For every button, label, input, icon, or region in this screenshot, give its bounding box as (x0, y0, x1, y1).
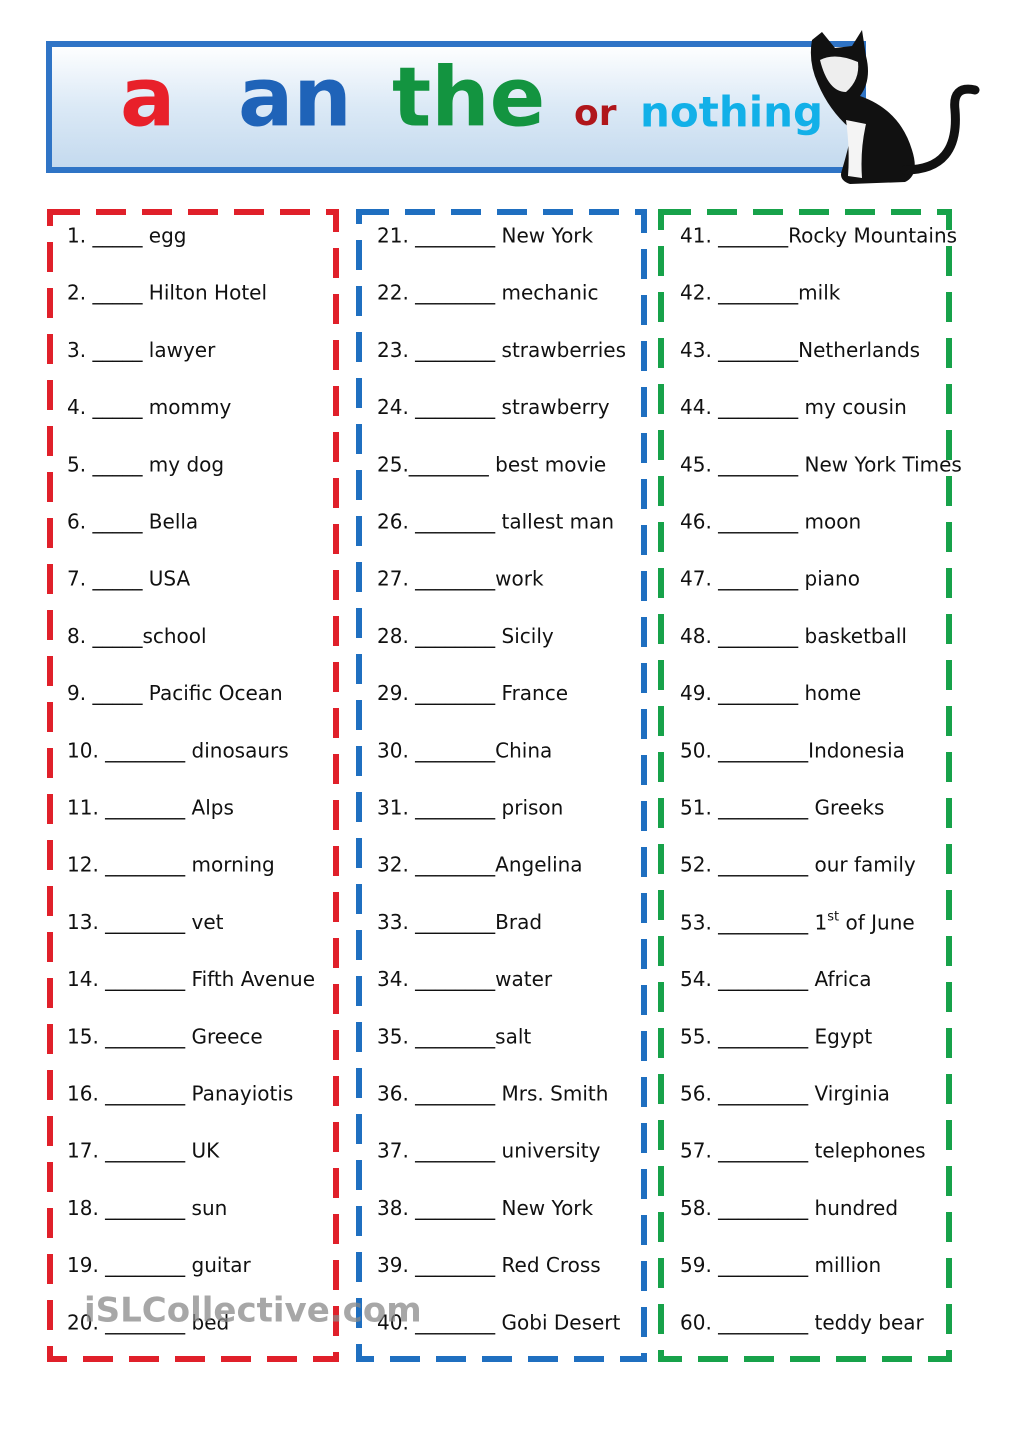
exercise-item: 33. ________Brad (377, 910, 542, 934)
exercise-item: 55. _________ Egypt (680, 1024, 872, 1048)
exercise-item: 2. _____ Hilton Hotel (67, 281, 267, 305)
column-border (47, 209, 339, 1362)
exercise-item: 54. _________ Africa (680, 967, 872, 991)
cat-illustration (810, 30, 980, 184)
exercise-item: 25.________ best movie (377, 452, 606, 476)
header-word: a (120, 50, 175, 145)
column-border (356, 209, 647, 1362)
exercise-item: 1. _____ egg (67, 224, 187, 248)
exercise-item: 49. ________ home (680, 681, 861, 705)
exercise-item: 16. ________ Panayiotis (67, 1082, 293, 1106)
exercise-item: 38. ________ New York (377, 1196, 594, 1220)
exercise-item: 46. ________ moon (680, 510, 861, 534)
exercise-item: 13. ________ vet (67, 910, 224, 934)
exercise-item: 43. ________Netherlands (680, 338, 920, 362)
exercise-item: 31. ________ prison (377, 796, 563, 820)
exercise-item: 48. ________ basketball (680, 624, 907, 648)
exercise-item: 57. _________ telephones (680, 1139, 926, 1163)
exercise-item: 3. _____ lawyer (67, 338, 216, 362)
exercise-item: 39. ________ Red Cross (377, 1253, 601, 1277)
watermark: iSLCollective.com (84, 1291, 422, 1331)
item-part: st (827, 909, 839, 924)
exercise-item: 47. ________ piano (680, 567, 860, 591)
exercise-item: 11. ________ Alps (67, 796, 234, 820)
exercise-item: 9. _____ Pacific Ocean (67, 681, 283, 705)
exercise-item: 51. _________ Greeks (680, 796, 884, 820)
exercise-item: 7. _____ USA (67, 567, 191, 591)
exercise-item: 22. ________ mechanic (377, 281, 598, 305)
exercise-item: 44. ________ my cousin (680, 395, 907, 419)
exercise-item: 58. _________ hundred (680, 1196, 898, 1220)
exercise-item: 60. _________ teddy bear (680, 1310, 925, 1334)
exercise-item: 53. _________ 1st of June (680, 909, 915, 934)
exercise-item: 36. ________ Mrs. Smith (377, 1082, 608, 1106)
exercise-item: 52. _________ our family (680, 853, 916, 877)
exercise-item: 12. ________ morning (67, 853, 275, 877)
exercise-item: 28. ________ Sicily (377, 624, 554, 648)
exercise-item: 40. ________ Gobi Desert (377, 1310, 621, 1334)
exercise-item: 41. _______Rocky Mountains (680, 224, 957, 248)
item-part: of June (839, 910, 915, 934)
exercise-item: 23. ________ strawberries (377, 338, 626, 362)
exercise-item: 14. ________ Fifth Avenue (67, 967, 315, 991)
header-word: the (392, 50, 545, 145)
header-word: nothing (640, 88, 823, 137)
exercise-item: 10. ________ dinosaurs (67, 738, 289, 762)
exercise-item: 6. _____ Bella (67, 510, 198, 534)
item-part: 53. _________ 1 (680, 910, 827, 934)
exercise-item: 15. ________ Greece (67, 1024, 263, 1048)
header-word: or (574, 93, 617, 134)
exercise-item: 19. ________ guitar (67, 1253, 252, 1277)
exercise-item: 45. ________ New York Times (680, 452, 962, 476)
exercise-item: 17. ________ UK (67, 1139, 220, 1163)
exercise-item: 50. _________Indonesia (680, 738, 905, 762)
exercise-item: 8. _____school (67, 624, 207, 648)
exercise-item: 56. _________ Virginia (680, 1082, 890, 1106)
exercise-item: 59. _________ million (680, 1253, 881, 1277)
exercise-item: 4. _____ mommy (67, 395, 231, 419)
header-box (46, 41, 866, 173)
exercise-item: 29. ________ France (377, 681, 568, 705)
exercise-item: 20. ________ bed (67, 1310, 229, 1334)
exercise-item: 18. ________ sun (67, 1196, 227, 1220)
exercise-item: 32. ________Angelina (377, 853, 583, 877)
exercise-item: 21. ________ New York (377, 224, 594, 248)
header-word: an (238, 50, 352, 145)
exercise-item: 42. ________milk (680, 281, 841, 305)
exercise-item: 27. ________work (377, 567, 544, 591)
column-border (658, 209, 952, 1362)
exercise-item: 26. ________ tallest man (377, 510, 614, 534)
exercise-item: 34. ________water (377, 967, 553, 991)
exercise-item: 35. ________salt (377, 1024, 531, 1048)
exercise-item: 24. ________ strawberry (377, 395, 610, 419)
exercise-item: 5. _____ my dog (67, 452, 224, 476)
exercise-item: 37. ________ university (377, 1139, 601, 1163)
exercise-item: 30. ________China (377, 738, 552, 762)
